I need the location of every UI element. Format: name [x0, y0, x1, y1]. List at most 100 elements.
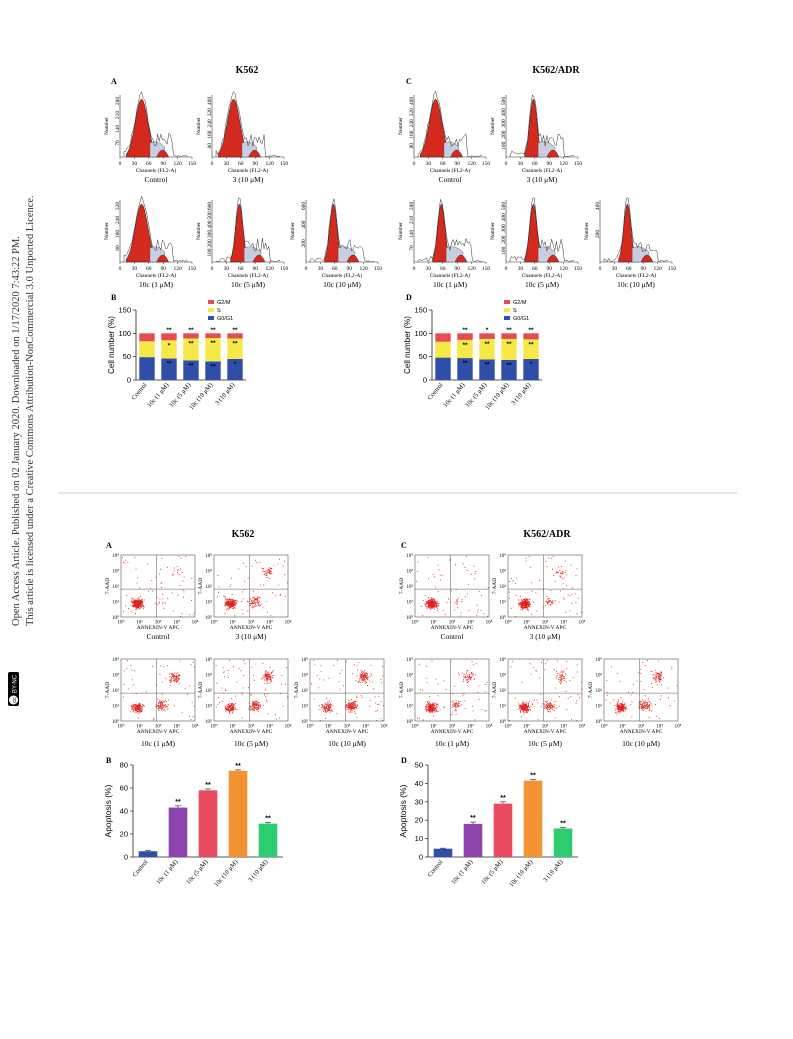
histogram-outline [603, 197, 669, 263]
bar-segment-g2m [501, 333, 517, 339]
significance-mark: ** [506, 362, 512, 369]
license-sidebar: cc BY-NC Open Access Article. Published … [8, 195, 36, 706]
histogram-x-tick-label: 60 [532, 161, 538, 167]
scatter-x-label: ANNEXIN-V APC [230, 625, 273, 631]
bar-segment-g2m [435, 333, 451, 342]
histogram-x-tick-label: 120 [173, 161, 182, 167]
fig1-title-left: K562 [236, 65, 259, 76]
histogram-y-tick-label: 200 [595, 230, 601, 239]
cell-cycle-histogram: 0 30 60 90 120 150 80 160 240 320 400 Channels (FL2… [196, 90, 288, 184]
histogram-y-label: Number [104, 117, 110, 135]
cell-cycle-histogram: 0 30 60 90 120 150 100 200 300 400 500 Channels (FL… [490, 196, 583, 289]
histogram-x-tick-label: 0 [413, 266, 416, 272]
histogram-y-tick-label: 300 [207, 230, 213, 239]
histogram-x-tick-label: 60 [238, 161, 244, 167]
scatter-x-tick-label: 10¹ [523, 724, 530, 730]
category-label: 10c (10 μM) [508, 859, 534, 889]
bar-segment-g2m [523, 333, 539, 340]
scatter-x-tick-label: 10⁰ [117, 620, 124, 626]
scatter-frame [507, 658, 583, 722]
significance-mark: ** [232, 340, 238, 347]
histogram-y-tick-label: 200 [301, 239, 307, 248]
legend-swatch [208, 316, 214, 320]
license-line-2[interactable]: This article is licensed under a Creativ… [25, 195, 36, 626]
bar-segment-s [183, 338, 199, 361]
g2-peak [454, 254, 468, 263]
histogram-y-tick-label: 160 [207, 130, 213, 139]
scatter-caption: 10c (1 μM) [141, 739, 176, 748]
y-tick-label: 0 [419, 853, 423, 862]
significance-mark: ** [500, 795, 506, 802]
apoptosis-bar [553, 828, 573, 857]
scatter-frame [120, 554, 196, 618]
legend-swatch [504, 316, 510, 320]
histogram-x-tick-label: 150 [574, 266, 583, 272]
histogram-outline [123, 91, 189, 158]
histogram-y-tick-label: 100 [207, 248, 213, 257]
bar-segment-g0g1 [479, 359, 495, 380]
histogram-y-label: Number [398, 222, 404, 240]
histogram-x-tick-label: 30 [518, 161, 524, 167]
scatter-x-tick-label: 10⁰ [600, 724, 607, 730]
legend-label: G2/M [217, 300, 231, 306]
g2-peak [156, 149, 169, 158]
scatter-x-tick-label: 10⁰ [504, 724, 511, 730]
license-line-1[interactable]: Open Access Article. Published on 02 Jan… [11, 236, 22, 626]
histogram-caption: 10c (1 μM) [433, 280, 468, 289]
significance-mark: ** [530, 773, 536, 780]
significance-mark: ** [528, 341, 534, 348]
histogram-y-tick-label: 200 [501, 235, 507, 244]
scatter-y-tick-label: 10⁰ [301, 719, 308, 725]
histogram-caption: 10c (5 μM) [231, 280, 266, 289]
scatter-x-tick-label: 10⁰ [210, 620, 217, 626]
cc-badge[interactable]: cc BY-NC [8, 672, 19, 706]
histogram-x-tick-label: 150 [482, 161, 491, 167]
category-label: 3 (10 μM) [247, 859, 269, 884]
apoptosis-bar [463, 823, 483, 857]
histogram-x-tick-label: 150 [482, 266, 491, 272]
scatter-frame [120, 658, 196, 722]
scatter-x-tick-label: 10⁰ [306, 724, 313, 730]
histogram-x-label: Channels (FL2-A) [136, 272, 177, 279]
bar-segment-s [501, 338, 517, 360]
scatter-x-tick-label: 10⁴ [285, 724, 292, 730]
legend-swatch [208, 300, 214, 304]
scatter-y-label: 7-AAD [105, 578, 111, 595]
histogram-y-tick-label: 400 [501, 108, 507, 117]
significance-mark: ** [265, 816, 271, 823]
apoptosis-bar [198, 790, 218, 857]
scatter-y-label: 7-AAD [294, 682, 300, 699]
category-label: 10c (1 μM) [442, 382, 466, 409]
histogram-x-label: Channels (FL2-A) [522, 167, 563, 174]
histogram-x-tick-label: 30 [224, 266, 230, 272]
scatter-x-tick-label: 10¹ [430, 724, 437, 730]
histogram-y-tick-label: 400 [595, 202, 601, 211]
legend-swatch [504, 300, 510, 304]
y-tick-label: 50 [123, 352, 131, 361]
histogram-x-tick-label: 90 [546, 266, 552, 272]
histogram-x-tick-label: 120 [359, 266, 368, 272]
apoptosis-bar [493, 803, 513, 857]
histogram-x-tick-label: 90 [546, 161, 552, 167]
scatter-x-label: ANNEXIN-V APC [326, 729, 369, 735]
histogram-x-tick-label: 30 [132, 266, 138, 272]
significance-mark: ** [175, 799, 181, 806]
histogram-x-tick-label: 60 [146, 266, 152, 272]
histogram-y-tick-label: 70 [115, 140, 121, 146]
significance-mark: ** [205, 782, 211, 789]
scatter-caption: 10c (1 μM) [435, 739, 470, 748]
y-tick-label: 30 [415, 797, 423, 806]
y-tick-label: 0 [127, 376, 131, 385]
significance-mark: ** [210, 340, 216, 347]
histogram-outline [509, 94, 575, 157]
y-axis-label: Cell number (%) [107, 316, 116, 374]
scatter-y-tick-label: 10⁰ [406, 719, 413, 725]
cell-cycle-histogram: 0 30 60 90 120 150 200 400 600 Channels (FL2-A) Nu… [290, 198, 382, 289]
scatter-y-tick-label: 10² [407, 584, 414, 590]
scatter-y-label: 7-AAD [198, 682, 204, 699]
